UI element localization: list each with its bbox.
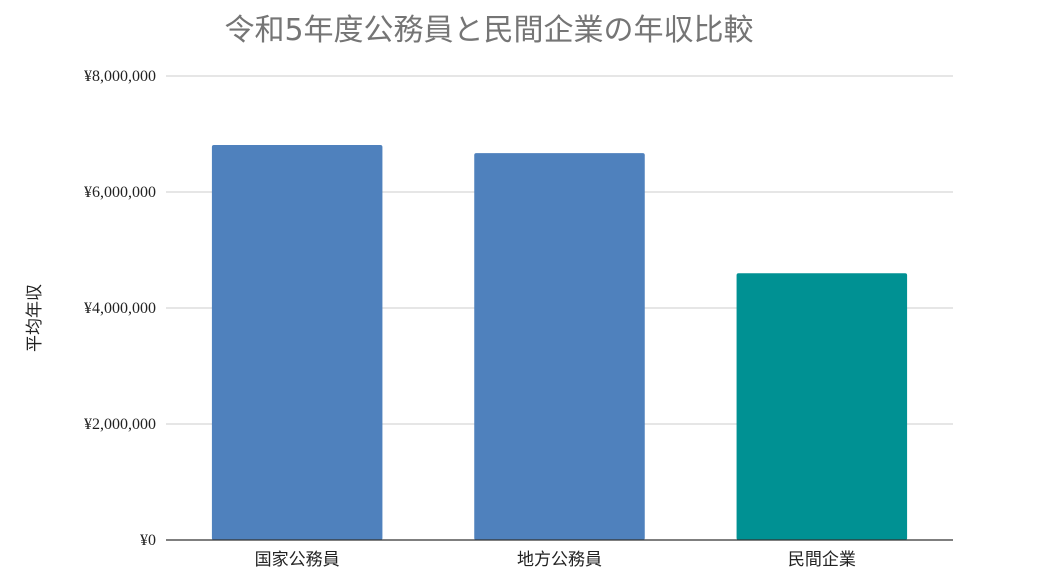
chart-title: 令和5年度公務員と民間企業の年収比較 — [224, 13, 753, 48]
bars — [211, 145, 908, 540]
y-tick-label: ¥6,000,000 — [84, 184, 156, 201]
y-tick-label: ¥8,000,000 — [84, 68, 156, 85]
x-category-label: 民間企業 — [788, 550, 856, 570]
bar — [736, 273, 908, 540]
y-tick-label: ¥4,000,000 — [84, 300, 156, 317]
bar — [211, 145, 383, 540]
x-axis-categories: 国家公務員 地方公務員 民間企業 — [255, 550, 856, 570]
bar — [474, 153, 645, 540]
y-tick-label: ¥2,000,000 — [84, 416, 156, 433]
x-category-label: 地方公務員 — [517, 550, 602, 570]
y-axis-label: 平均年収 — [25, 284, 45, 352]
y-tick-label: ¥0 — [140, 532, 156, 549]
x-category-label: 国家公務員 — [255, 550, 340, 570]
y-axis-ticks: ¥0 ¥2,000,000 ¥4,000,000 ¥6,000,000 ¥8,000,0… — [84, 68, 156, 549]
